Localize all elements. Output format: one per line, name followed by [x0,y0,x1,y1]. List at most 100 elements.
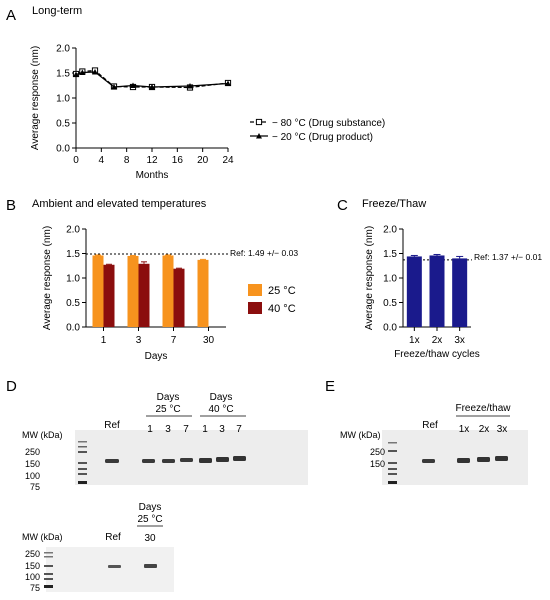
y-axis-label: Average response (nm) [30,46,41,150]
bar [127,255,139,327]
y-tick-label: 1.0 [56,94,70,105]
sample-band [162,459,175,463]
sample-band [199,458,212,463]
bar [162,255,174,327]
ladder-band [388,442,397,444]
group-temp-label: 25 °C [155,404,180,415]
data-point-triangle [111,84,117,90]
y-tick-label: 0.5 [56,119,70,130]
x-axis-label: Freeze/thaw cycles [394,349,480,360]
x-tick-label: 7 [171,335,177,346]
lane-label: 1 [202,424,208,435]
mw-label: MW (kDa) [22,532,63,542]
lane-label: 7 [183,424,189,435]
bar [92,255,104,327]
lane-label: 1x [459,424,470,435]
panel-e-gel: MW (kDa) 250 150 [340,430,528,485]
mw-label: MW (kDa) [22,430,63,440]
y-axis-label: Average response (nm) [42,226,53,330]
x-tick-label: 1 [101,335,107,346]
panel-b-title: Ambient and elevated temperatures [32,198,207,210]
gel-background [75,430,308,485]
bar [103,264,115,327]
ref-band [105,459,119,463]
y-tick-label: 0.0 [66,323,80,334]
ladder-band [44,556,53,558]
group-days-label: Days [210,392,233,403]
group-days-label: Days [157,392,180,403]
y-tick-label: 0.5 [66,298,80,309]
y-tick-label: 1.0 [66,274,80,285]
x-tick-label: 2x [432,335,443,346]
panel-a-letter: A [6,7,16,24]
marker-label: 150 [25,561,40,571]
lane-label: 7 [236,424,242,435]
bar [138,263,150,327]
panel-b-ref-label: Ref: 1.49 +/− 0.03 [230,248,298,258]
ref-lane-label: Ref [104,420,120,431]
bar [406,256,422,327]
sample-band [477,457,490,462]
marker-label: 250 [370,447,385,457]
ladder-band [78,446,87,448]
data-point-triangle [130,82,136,88]
y-tick-label: 2.0 [56,44,70,55]
sample-band [144,564,157,568]
sample-band [142,459,155,463]
x-tick-label: 8 [124,155,130,166]
x-tick-label: 16 [172,155,184,166]
x-tick-label: 30 [203,335,215,346]
x-axis-label: Months [136,170,169,181]
lane-label: 3x [497,424,508,435]
bar [197,259,209,327]
x-tick-label: 1x [409,335,420,346]
legend-marker-square [255,118,263,126]
panel-d-letter: D [6,378,17,395]
sample-band [495,456,508,461]
x-tick-label: 4 [99,155,105,166]
y-axis-label: Average response (nm) [364,226,375,330]
ladder-band [78,473,87,475]
mw-label: MW (kDa) [340,430,381,440]
data-point-triangle [225,80,231,86]
bar [429,255,445,327]
data-point-triangle [92,69,98,75]
ladder-band [78,468,87,470]
x-tick-label: 3x [454,335,465,346]
y-tick-label: 2.0 [66,225,80,236]
ref-band [108,565,121,568]
panel-d-upper-gel: MW (kDa) 250 150 100 75 [22,430,308,492]
marker-label: 75 [30,583,40,593]
y-tick-label: 1.0 [383,274,397,285]
chart-c: 0.0 0.5 1.0 1.5 2.0 Average response (nm) 1x 2x… [364,225,480,361]
ref-lane-label: Ref [422,420,438,431]
bar [452,258,468,327]
series-line [75,71,229,88]
chart-a: 0.0 0.5 1.0 1.5 2.0 Average response (nm) 0 4 8 1… [30,44,385,182]
panel-e-letter: E [325,378,335,395]
lane-label: 3 [165,424,171,435]
sample-band [216,457,229,462]
x-tick-label: 24 [222,155,234,166]
ladder-band [388,468,397,470]
ladder-band [388,450,397,452]
marker-label: 100 [25,471,40,481]
data-point-triangle [187,83,193,89]
marker-label: 75 [30,482,40,492]
data-point-triangle [73,71,79,77]
group-days-label: Days [139,502,162,513]
panel-a-title: Long-term [32,5,82,17]
legend-label: 25 °C [268,285,296,297]
y-tick-label: 1.5 [56,69,70,80]
ladder-band [44,578,53,580]
ladder-band [78,481,87,484]
sample-band [457,458,470,463]
y-tick-label: 2.0 [383,225,397,236]
marker-label: 250 [25,549,40,559]
marker-label: 150 [25,459,40,469]
data-point-triangle [149,84,155,90]
group-label: Freeze/thaw [455,403,511,414]
ladder-band [78,462,87,464]
lane-label: 1 [147,424,153,435]
